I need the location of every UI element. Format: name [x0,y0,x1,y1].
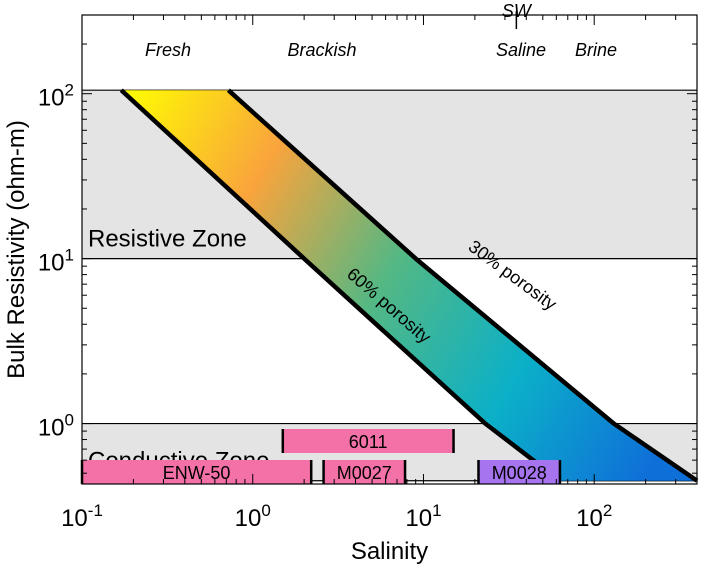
porosity-band-fill [121,90,698,481]
range-label-m0028: M0028 [492,463,547,483]
sw-marker-label: SW [502,1,533,21]
range-bar-m0027 [323,460,406,484]
salinity-class-saline: Saline [496,40,546,60]
range-bar-m0028 [478,460,560,484]
salinity-classes: Fresh Brackish Saline Brine [145,40,617,60]
y-tick-label: 101 [38,246,74,277]
range-label-enw-50: ENW-50 [163,463,231,483]
range-bar-enw-50 [82,460,312,484]
range-label-6011: 6011 [349,432,388,452]
x-tick-label: 100 [235,501,271,532]
salinity-class-brine: Brine [575,40,617,60]
porosity-curve-30 [226,88,699,483]
y-axis-label: Bulk Resistivity (ohm-m) [3,120,30,379]
sample-ranges: 6011 ENW-50 M0027 M0028 [80,429,562,484]
plot-frame [81,14,698,485]
porosity-curve-60 [119,88,562,483]
y-tick-label: 102 [38,81,74,112]
zone-label-0: Resistive Zone [88,226,247,253]
salinity-class-brackish: Brackish [287,40,356,60]
salinity-class-fresh: Fresh [145,40,191,60]
porosity-band [121,90,698,481]
axis-ticks: 10-1 100 101 102 100 101 102 [38,14,698,532]
range-bar-6011 [282,429,454,453]
x-tick-label: 102 [576,501,612,532]
range-label-m0027: M0027 [337,463,392,483]
x-axis-label: Salinity [351,538,428,565]
x-tick-label: 10-1 [61,501,103,532]
x-tick-label: 101 [405,501,441,532]
y-tick-label: 100 [38,411,74,442]
